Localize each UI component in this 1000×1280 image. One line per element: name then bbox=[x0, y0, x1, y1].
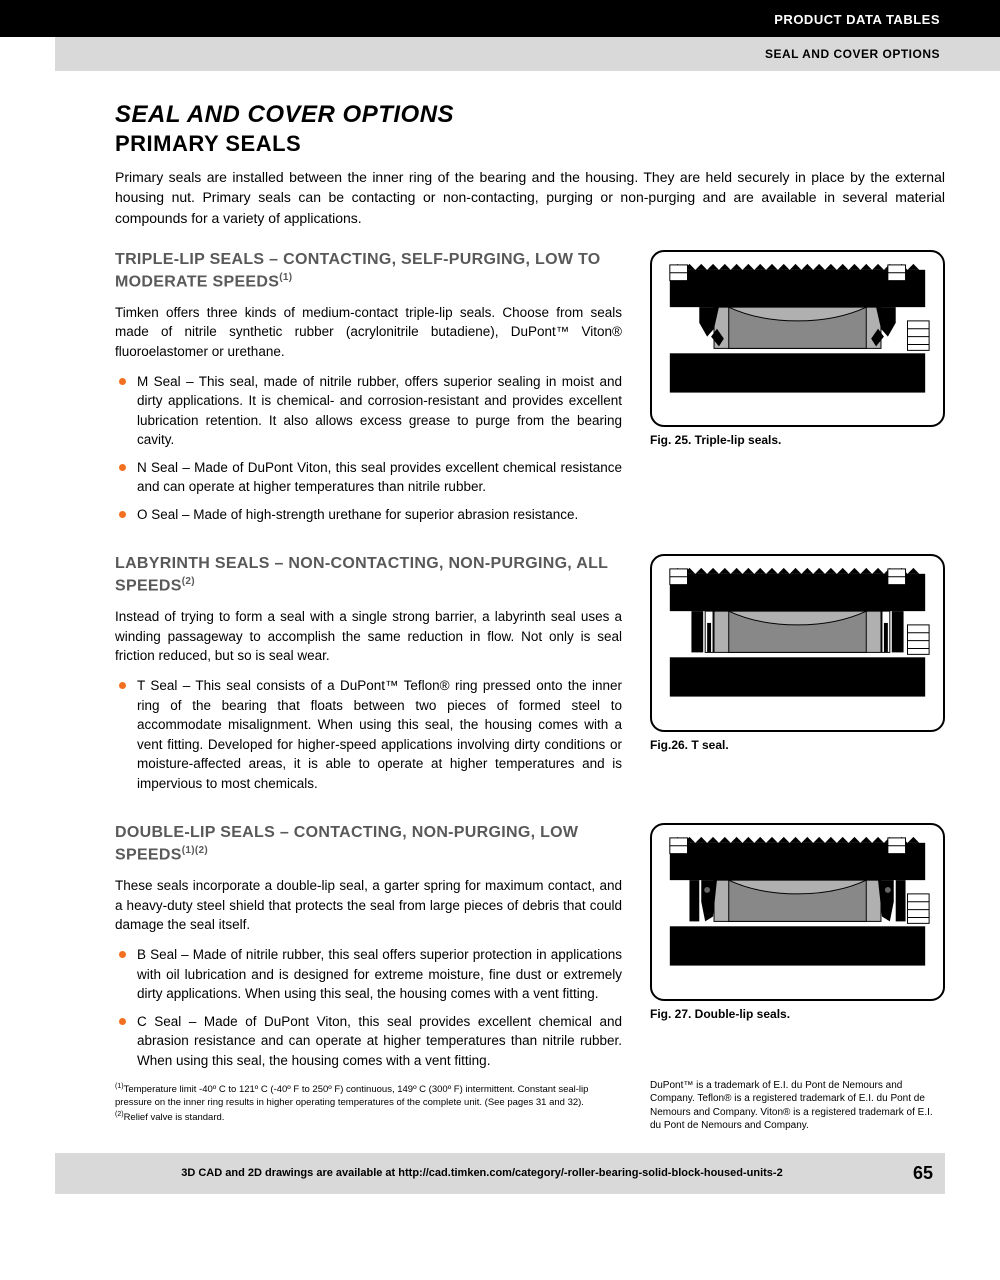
page-content: SEAL AND COVER OPTIONS PRIMARY SEALS Pri… bbox=[0, 71, 1000, 1133]
t-seal-diagram bbox=[660, 564, 935, 721]
header-black-text: PRODUCT DATA TABLES bbox=[774, 12, 940, 27]
triple-bullets: M Seal – This seal, made of nitrile rubb… bbox=[115, 372, 622, 525]
list-item: N Seal – Made of DuPont Viton, this seal… bbox=[115, 458, 622, 497]
labyrinth-bullets: T Seal – This seal consists of a DuPont™… bbox=[115, 676, 622, 793]
triple-lip-diagram bbox=[660, 260, 935, 417]
footnotes: (1)Temperature limit -40º C to 121º C (-… bbox=[115, 1082, 622, 1125]
double-caption: Fig. 27. Double-lip seals. bbox=[650, 1007, 945, 1021]
footnote-2: Relief valve is standard. bbox=[124, 1112, 225, 1123]
labyrinth-heading-sup: (2) bbox=[182, 576, 195, 587]
labyrinth-caption: Fig.26. T seal. bbox=[650, 738, 945, 752]
list-item: T Seal – This seal consists of a DuPont™… bbox=[115, 676, 622, 793]
double-paragraph: These seals incorporate a double-lip sea… bbox=[115, 876, 622, 935]
list-item: C Seal – Made of DuPont Viton, this seal… bbox=[115, 1012, 622, 1071]
header-gray-text: SEAL AND COVER OPTIONS bbox=[765, 47, 940, 61]
page-title: SEAL AND COVER OPTIONS bbox=[115, 101, 945, 129]
page-footer: 3D CAD and 2D drawings are available at … bbox=[55, 1153, 945, 1194]
page-number: 65 bbox=[913, 1163, 933, 1184]
triple-paragraph: Timken offers three kinds of medium-cont… bbox=[115, 303, 622, 362]
intro-paragraph: Primary seals are installed between the … bbox=[115, 167, 945, 228]
triple-heading-sup: (1) bbox=[279, 272, 292, 283]
double-heading-text: DOUBLE-LIP SEALS – CONTACTING, NON-PURGI… bbox=[115, 824, 578, 863]
figure-triple bbox=[650, 250, 945, 427]
list-item: O Seal – Made of high-strength urethane … bbox=[115, 505, 622, 525]
double-heading-sup: (1)(2) bbox=[182, 845, 208, 856]
labyrinth-heading-text: LABYRINTH SEALS – NON-CONTACTING, NON-PU… bbox=[115, 555, 608, 594]
list-item: B Seal – Made of nitrile rubber, this se… bbox=[115, 945, 622, 1004]
labyrinth-heading: LABYRINTH SEALS – NON-CONTACTING, NON-PU… bbox=[115, 554, 622, 597]
footer-text: 3D CAD and 2D drawings are available at … bbox=[67, 1167, 897, 1179]
section-triple: TRIPLE-LIP SEALS – CONTACTING, SELF-PURG… bbox=[115, 250, 945, 535]
header-gray-bar: SEAL AND COVER OPTIONS bbox=[55, 37, 1000, 71]
triple-heading: TRIPLE-LIP SEALS – CONTACTING, SELF-PURG… bbox=[115, 250, 622, 293]
triple-heading-text: TRIPLE-LIP SEALS – CONTACTING, SELF-PURG… bbox=[115, 251, 601, 290]
page-subtitle: PRIMARY SEALS bbox=[115, 131, 945, 157]
trademark-note: DuPont™ is a trademark of E.I. du Pont d… bbox=[650, 1079, 945, 1133]
double-heading: DOUBLE-LIP SEALS – CONTACTING, NON-PURGI… bbox=[115, 823, 622, 866]
figure-labyrinth bbox=[650, 554, 945, 731]
labyrinth-paragraph: Instead of trying to form a seal with a … bbox=[115, 607, 622, 666]
triple-caption: Fig. 25. Triple-lip seals. bbox=[650, 433, 945, 447]
figure-double bbox=[650, 823, 945, 1000]
list-item: M Seal – This seal, made of nitrile rubb… bbox=[115, 372, 622, 450]
footnote-1: Temperature limit -40º C to 121º C (-40º… bbox=[115, 1085, 588, 1109]
section-double: DOUBLE-LIP SEALS – CONTACTING, NON-PURGI… bbox=[115, 823, 945, 1132]
header-black-bar: PRODUCT DATA TABLES bbox=[0, 0, 1000, 37]
double-bullets: B Seal – Made of nitrile rubber, this se… bbox=[115, 945, 622, 1070]
section-labyrinth: LABYRINTH SEALS – NON-CONTACTING, NON-PU… bbox=[115, 554, 945, 803]
double-lip-diagram bbox=[660, 833, 935, 990]
